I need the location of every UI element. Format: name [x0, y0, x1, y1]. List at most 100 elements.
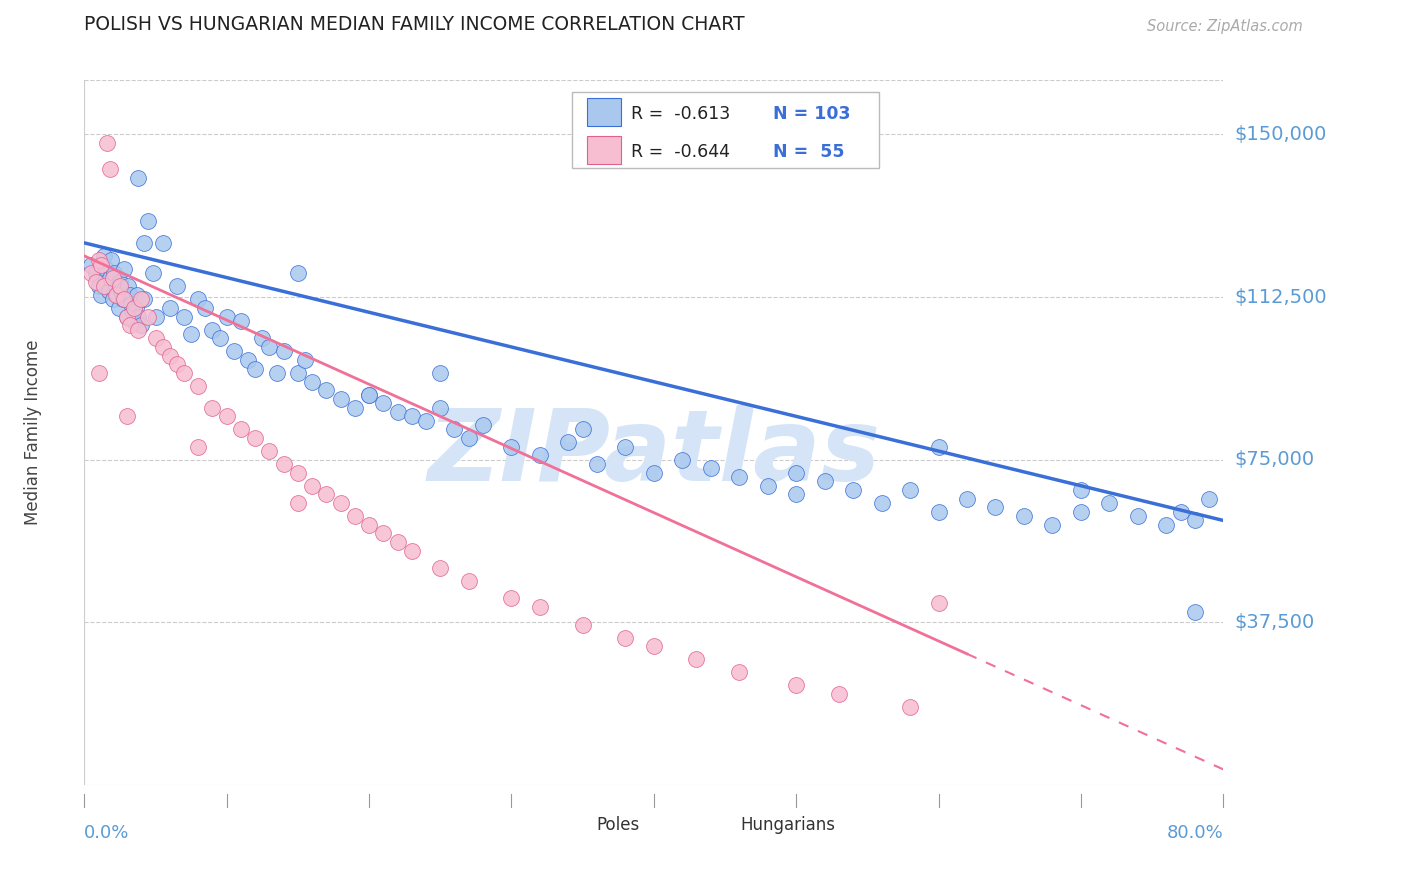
Point — [80, 266, 103, 280]
Point — [84, 275, 107, 289]
Point — [401, 543, 423, 558]
Point — [301, 375, 323, 389]
Point — [870, 496, 893, 510]
Point — [87, 253, 110, 268]
Point — [429, 366, 451, 380]
Point — [187, 293, 209, 307]
Point — [984, 500, 1007, 515]
Point — [120, 296, 142, 310]
Point — [928, 505, 950, 519]
Point — [134, 235, 156, 250]
Point — [134, 293, 156, 307]
Point — [1042, 517, 1064, 532]
Point — [222, 344, 245, 359]
Point — [152, 340, 174, 354]
Point — [121, 305, 143, 319]
Text: Source: ZipAtlas.com: Source: ZipAtlas.com — [1147, 20, 1303, 35]
Point — [180, 326, 202, 341]
Point — [287, 466, 309, 480]
Point — [138, 310, 160, 324]
Point — [429, 561, 451, 575]
Point — [215, 310, 238, 324]
Point — [728, 470, 751, 484]
Text: Hungarians: Hungarians — [741, 816, 835, 834]
Point — [166, 279, 188, 293]
Point — [236, 353, 259, 368]
Point — [111, 293, 134, 307]
Point — [557, 435, 579, 450]
Point — [105, 288, 128, 302]
Point — [118, 318, 141, 333]
Point — [215, 409, 238, 424]
Point — [229, 314, 252, 328]
Point — [359, 517, 381, 532]
Text: R =  -0.644: R = -0.644 — [631, 143, 730, 161]
Point — [93, 279, 115, 293]
Point — [928, 596, 950, 610]
Point — [287, 266, 309, 280]
Point — [273, 344, 295, 359]
Point — [501, 440, 523, 454]
Point — [104, 288, 127, 302]
Point — [159, 301, 181, 315]
Point — [343, 509, 366, 524]
Point — [785, 678, 807, 692]
Point — [142, 266, 165, 280]
Point — [1156, 517, 1178, 532]
Text: $37,500: $37,500 — [1234, 613, 1315, 632]
Point — [187, 379, 209, 393]
Point — [97, 284, 120, 298]
Point — [96, 136, 118, 150]
Point — [415, 414, 437, 428]
Point — [1126, 509, 1149, 524]
Point — [614, 440, 637, 454]
Point — [112, 261, 135, 276]
Point — [108, 275, 131, 289]
Point — [115, 310, 138, 324]
Point — [90, 288, 112, 302]
Point — [87, 279, 110, 293]
Text: $150,000: $150,000 — [1234, 125, 1327, 144]
Point — [429, 401, 451, 415]
Point — [472, 417, 495, 432]
Point — [373, 526, 395, 541]
Point — [159, 349, 181, 363]
Point — [98, 270, 121, 285]
Bar — [586, 136, 621, 164]
Point — [728, 665, 751, 680]
Point — [828, 687, 851, 701]
Point — [145, 310, 167, 324]
Point — [315, 487, 337, 501]
Point — [103, 266, 125, 280]
Point — [208, 331, 231, 345]
Point — [127, 170, 149, 185]
Point — [928, 440, 950, 454]
Bar — [709, 814, 734, 836]
Point — [294, 353, 316, 368]
Point — [287, 496, 309, 510]
Text: R =  -0.613: R = -0.613 — [631, 104, 730, 122]
Point — [245, 431, 267, 445]
Point — [112, 293, 135, 307]
Point — [685, 652, 707, 666]
Point — [93, 249, 115, 263]
Point — [152, 235, 174, 250]
Point — [643, 466, 665, 480]
Point — [201, 401, 224, 415]
Point — [104, 279, 127, 293]
Point — [252, 331, 274, 345]
Point — [1070, 505, 1092, 519]
Point — [138, 214, 160, 228]
Point — [529, 600, 551, 615]
Point — [187, 440, 209, 454]
Point — [315, 384, 337, 398]
Point — [108, 279, 131, 293]
Point — [373, 396, 395, 410]
Text: POLISH VS HUNGARIAN MEDIAN FAMILY INCOME CORRELATION CHART: POLISH VS HUNGARIAN MEDIAN FAMILY INCOME… — [84, 15, 745, 35]
Point — [245, 361, 267, 376]
Point — [273, 457, 295, 471]
Point — [785, 466, 807, 480]
Point — [115, 409, 138, 424]
Point — [84, 266, 107, 280]
Point — [671, 452, 693, 467]
